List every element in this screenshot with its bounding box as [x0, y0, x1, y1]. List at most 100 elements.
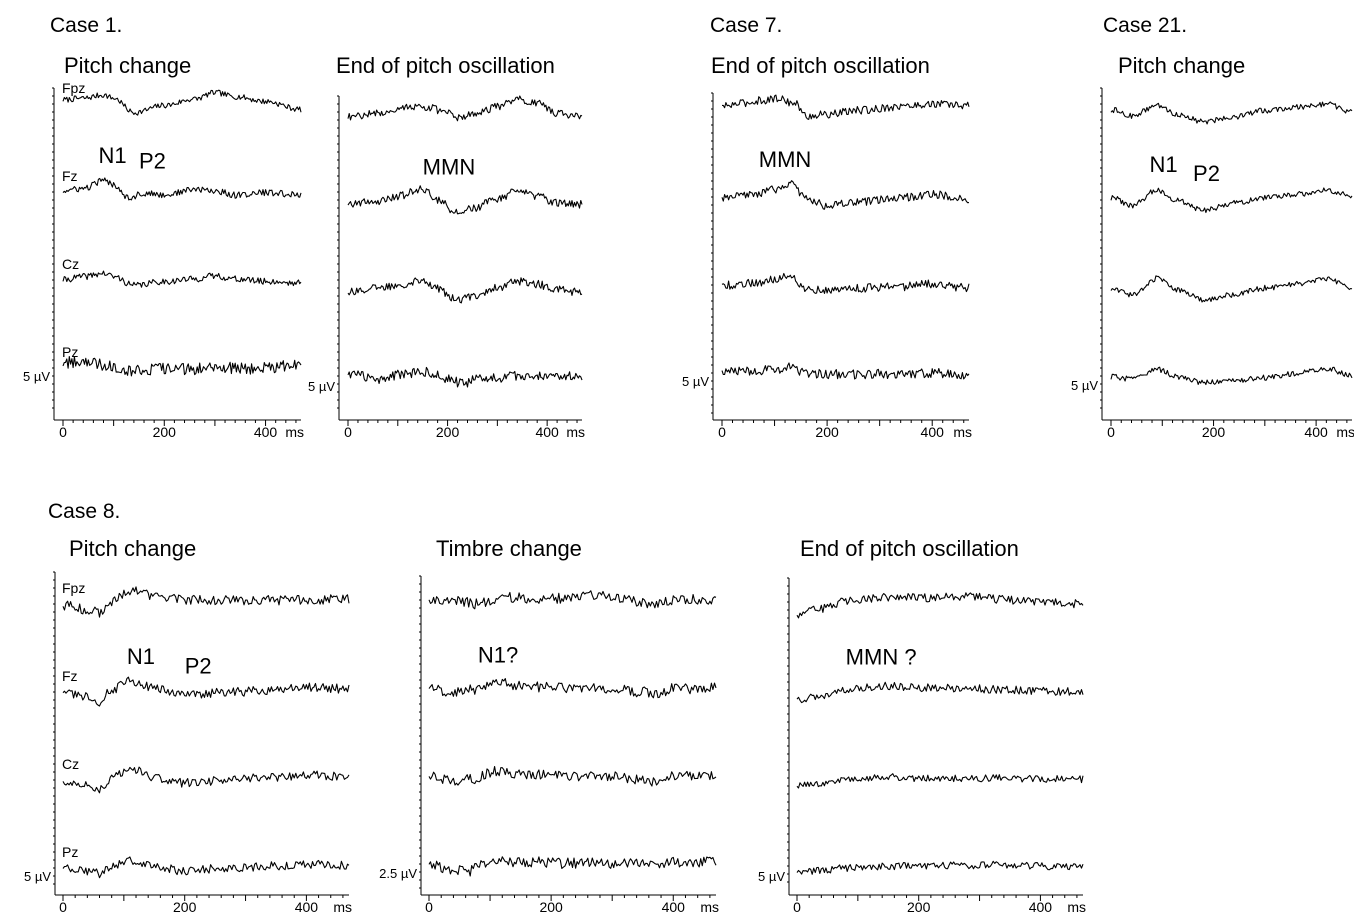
channel-label: Pz — [62, 844, 78, 860]
erp-trace-cz — [347, 277, 583, 304]
x-tick-label: 200 — [436, 424, 460, 440]
scale-label: 5 µV — [23, 369, 50, 384]
channel-label: Cz — [62, 756, 79, 772]
x-tick-label: 400 — [1304, 424, 1328, 440]
case8-pitch-title: Pitch change — [69, 536, 196, 561]
case8-endosc-title: End of pitch oscillation — [800, 536, 1019, 561]
erp-trace-cz — [62, 270, 302, 288]
case1-endosc-title: End of pitch oscillation — [336, 53, 555, 78]
erp-trace-fpz — [62, 586, 350, 618]
x-tick-label: 400 — [662, 899, 686, 915]
x-tick-label: 400 — [921, 424, 945, 440]
x-unit-label: ms — [1067, 899, 1086, 915]
erp-trace-cz — [796, 773, 1084, 789]
case8-endosc-panel: 0 200 400 ms 5 µV MMN ? — [758, 577, 1086, 915]
case8-timbre-panel: 0 200 400 ms 2.5 µV N1? — [379, 575, 719, 915]
case21-pitch-panel: 0 200 400 ms 5 µV N1 P2 — [1071, 87, 1354, 440]
x-tick-label: 0 — [793, 899, 801, 915]
erp-trace-fz — [428, 678, 717, 699]
x-tick-label: 0 — [59, 424, 67, 440]
x-tick-label: 200 — [907, 899, 931, 915]
peak-label: N1 — [127, 644, 155, 669]
x-tick-label: 0 — [425, 899, 433, 915]
x-tick-label: 400 — [1029, 899, 1053, 915]
scale-label: 5 µV — [308, 379, 335, 394]
scale-label: 5 µV — [1071, 378, 1098, 393]
channel-label: Fz — [62, 168, 78, 184]
erp-trace-pz — [62, 856, 350, 879]
peak-label: P2 — [139, 149, 166, 174]
x-tick-label: 0 — [718, 424, 726, 440]
case8-pitch-panel: 0 200 400 ms 5 µV Fpz Fz Cz Pz N1 P2 — [24, 571, 352, 915]
peak-label: P2 — [1193, 161, 1220, 186]
case1-pitch-panel: 0 200 400 ms 5 µV Fpz Fz Cz Pz N1 P2 — [23, 80, 304, 440]
x-unit-label: ms — [566, 424, 585, 440]
scale-label: 5 µV — [682, 374, 709, 389]
erp-trace-pz — [721, 362, 970, 380]
erp-trace-fz — [62, 177, 302, 201]
channel-label: Fpz — [62, 580, 85, 596]
erp-trace-fpz — [62, 89, 302, 116]
peak-label: N1? — [478, 642, 518, 667]
x-tick-label: 200 — [1202, 424, 1226, 440]
scale-label: 2.5 µV — [379, 866, 417, 881]
x-tick-label: 400 — [254, 424, 278, 440]
case-21-title: Case 21. — [1103, 14, 1187, 37]
erp-trace-cz — [1110, 275, 1353, 303]
channel-label: Pz — [62, 344, 78, 360]
x-unit-label: ms — [953, 424, 972, 440]
case7-endosc-panel: 0 200 400 ms 5 µV MMN — [682, 92, 972, 440]
scale-label: 5 µV — [24, 869, 51, 884]
peak-label: N1 — [98, 143, 126, 168]
x-tick-label: 0 — [1107, 424, 1115, 440]
x-unit-label: ms — [333, 899, 352, 915]
x-tick-label: 200 — [173, 899, 197, 915]
peak-label: N1 — [1149, 152, 1177, 177]
erp-trace-fpz — [796, 592, 1084, 619]
erp-trace-cz — [62, 766, 350, 794]
x-unit-label: ms — [285, 424, 304, 440]
erp-trace-pz — [62, 356, 302, 377]
channel-label: Fpz — [62, 80, 85, 96]
erp-trace-fz — [721, 180, 970, 210]
erp-trace-fpz — [1110, 101, 1353, 125]
x-tick-label: 400 — [535, 424, 559, 440]
peak-label: MMN ? — [846, 645, 917, 670]
case-7-title: Case 7. — [710, 14, 782, 37]
erp-trace-fpz — [722, 94, 970, 120]
case8-timbre-title: Timbre change — [436, 536, 582, 561]
x-unit-label: ms — [700, 899, 719, 915]
erp-trace-fpz — [347, 95, 583, 122]
case-8-title: Case 8. — [48, 500, 120, 523]
erp-trace-fz — [1110, 187, 1353, 214]
x-tick-label: 200 — [539, 899, 563, 915]
x-tick-label: 200 — [153, 424, 177, 440]
peak-label: MMN — [423, 155, 476, 180]
case1-pitch-title: Pitch change — [64, 53, 191, 78]
scale-label: 5 µV — [758, 869, 785, 884]
case7-endosc-title: End of pitch oscillation — [711, 53, 930, 78]
x-tick-label: 400 — [295, 899, 319, 915]
channel-label: Cz — [62, 256, 79, 272]
x-unit-label: ms — [1336, 424, 1354, 440]
erp-trace-fz — [347, 185, 583, 215]
case21-pitch-title: Pitch change — [1118, 53, 1245, 78]
peak-label: MMN — [759, 147, 812, 172]
x-tick-label: 0 — [344, 424, 352, 440]
erp-trace-fpz — [428, 590, 717, 610]
erp-trace-fz — [62, 676, 350, 707]
erp-trace-pz — [1110, 366, 1353, 386]
erp-trace-fz — [796, 681, 1084, 704]
erp-trace-pz — [428, 856, 717, 877]
x-tick-label: 200 — [815, 424, 839, 440]
peak-label: P2 — [185, 653, 212, 678]
erp-trace-cz — [721, 272, 970, 294]
erp-trace-cz — [428, 765, 717, 787]
case1-endosc-panel: 0 200 400 ms 5 µV MMN — [308, 95, 585, 440]
erp-trace-pz — [796, 860, 1084, 875]
x-tick-label: 0 — [59, 899, 67, 915]
channel-label: Fz — [62, 668, 78, 684]
case-1-title: Case 1. — [50, 14, 122, 37]
erp-trace-pz — [347, 366, 583, 388]
